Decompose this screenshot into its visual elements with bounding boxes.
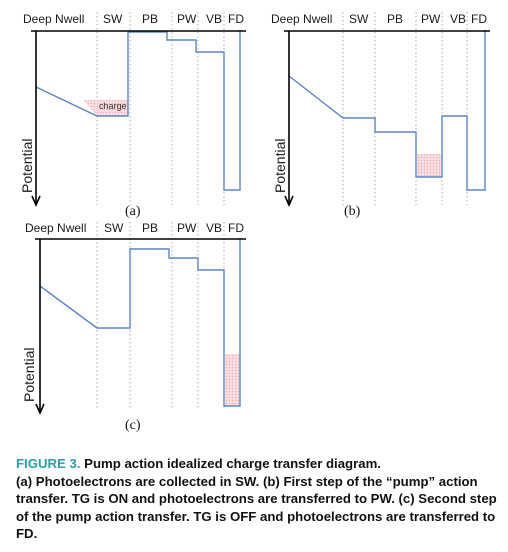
region-label-vb: VB [450,12,466,26]
region-label-fd: FD [228,12,244,26]
panel-b: Deep Nwell SW PB PW VB FD Potential (b) [271,12,490,219]
region-label-fd: FD [471,12,487,26]
panel-caption: (a) [125,204,141,219]
figure-title: Pump action idealized charge transfer di… [84,456,381,471]
region-label-sw: SW [103,12,123,26]
charge-label: charge [99,101,127,111]
region-label-deep-nwell: Deep Nwell [271,12,332,26]
y-axis-label: Potential [19,139,35,193]
region-dividers [96,222,225,410]
region-label-sw: SW [104,221,124,235]
region-label-pb: PB [387,12,403,26]
panel-a: Deep Nwell SW PB PW VB FD charge Potenti… [19,12,246,219]
charge-area [417,154,441,177]
region-label-pb: PB [142,12,158,26]
panel-c: Deep Nwell SW PB PW VB FD Potential (c) [21,221,246,433]
y-axis-label: Potential [272,139,288,193]
panel-caption: (b) [344,204,361,219]
region-dividers [342,12,468,205]
figure-caption: FIGURE 3. Pump action idealized charge t… [16,455,500,543]
region-label-fd: FD [228,221,244,235]
region-label-pw: PW [421,12,441,26]
region-label-vb: VB [206,12,222,26]
y-axis-arrow-icon [31,195,41,207]
region-label-vb: VB [206,221,222,235]
panel-caption: (c) [125,418,141,433]
region-label-sw: SW [349,12,369,26]
region-labels: Deep Nwell SW PB PW VB FD [271,12,487,26]
region-labels: Deep Nwell SW PB PW VB FD [23,12,244,26]
region-label-pw: PW [177,12,197,26]
region-label-pw: PW [177,221,197,235]
region-label-pb: PB [142,221,158,235]
potential-profile [35,30,241,191]
region-label-deep-nwell: Deep Nwell [23,12,84,26]
y-axis-label: Potential [21,348,37,402]
potential-profile [39,238,241,407]
region-label-deep-nwell: Deep Nwell [25,221,86,235]
charge-area [83,100,128,116]
figure-label: FIGURE 3. [16,456,81,471]
figure-caption-body: (a) Photoelectrons are collected in SW. … [16,473,497,542]
potential-profile [288,30,486,191]
region-labels: Deep Nwell SW PB PW VB FD [25,221,244,235]
charge-area [225,354,240,406]
y-axis-arrow-icon [284,195,294,207]
y-axis-arrow-icon [35,403,45,415]
